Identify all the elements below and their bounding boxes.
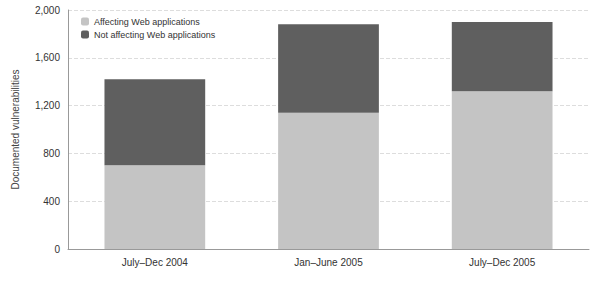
svg-text:400: 400	[43, 196, 60, 207]
svg-text:0: 0	[54, 244, 60, 255]
svg-text:2,000: 2,000	[35, 5, 60, 16]
svg-text:July–Dec 2005: July–Dec 2005	[469, 257, 536, 268]
svg-text:1,200: 1,200	[35, 100, 60, 111]
svg-text:Documented vulnerabilities: Documented vulnerabilities	[10, 69, 21, 189]
svg-text:Jan–June 2005: Jan–June 2005	[294, 257, 363, 268]
svg-text:1,600: 1,600	[35, 52, 60, 63]
svg-text:July–Dec 2004: July–Dec 2004	[122, 257, 189, 268]
svg-text:800: 800	[43, 148, 60, 159]
svg-text:Affecting Web applications: Affecting Web applications	[94, 17, 200, 27]
svg-text:Not affecting Web applications: Not affecting Web applications	[94, 30, 216, 40]
